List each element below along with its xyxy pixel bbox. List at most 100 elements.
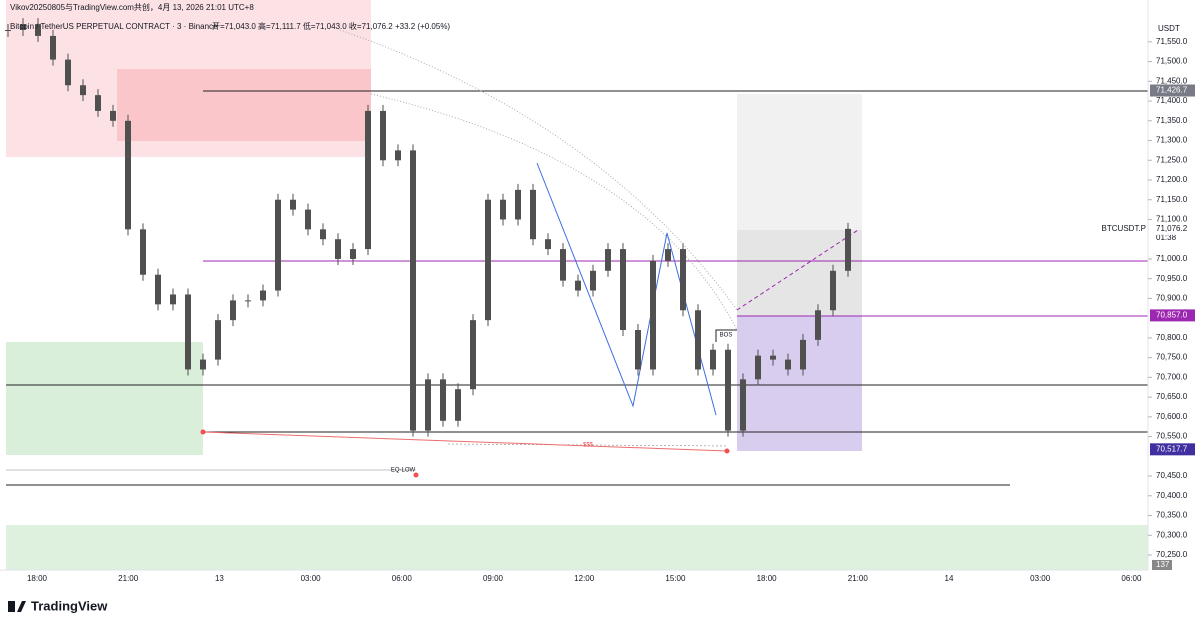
candle — [335, 239, 341, 259]
price-badge-label: 71,426.7 — [1156, 86, 1188, 95]
annotation: BOS — [720, 333, 733, 339]
candle — [710, 349, 716, 370]
candle — [260, 290, 266, 301]
candle — [170, 294, 176, 305]
candle — [845, 228, 851, 271]
candle — [620, 249, 626, 330]
y-tick-label: 70,350.0 — [1156, 511, 1188, 520]
x-tick-label: 12:00 — [574, 574, 595, 583]
price-badge — [1150, 222, 1195, 235]
candle — [350, 249, 356, 259]
y-tick-label: 70,800.0 — [1156, 333, 1188, 342]
x-tick-label: 18:00 — [757, 574, 778, 583]
logo[interactable]: TradingView — [8, 598, 108, 613]
candle — [560, 249, 566, 281]
demand-zone — [6, 342, 203, 455]
price-badge-label: 70,857.0 — [1156, 311, 1188, 320]
candle — [35, 24, 41, 36]
x-tick-label: 06:00 — [392, 574, 413, 583]
candle — [65, 59, 71, 86]
symbol-title: Bitcoin / TetherUS PERPETUAL CONTRACT · … — [10, 22, 218, 31]
price-badge-label: 70,517.7 — [1156, 444, 1188, 453]
candle — [470, 320, 476, 390]
y-tick-label: 70,950.0 — [1156, 274, 1188, 283]
supply-zone-inner — [117, 69, 371, 141]
candle — [290, 199, 296, 210]
candle — [680, 249, 686, 311]
candle — [380, 110, 386, 161]
y-tick-label: 70,250.0 — [1156, 550, 1188, 559]
annotation: $$$ — [583, 443, 594, 449]
candle — [770, 355, 776, 360]
candle — [665, 249, 671, 261]
volume-badge — [1152, 560, 1172, 570]
candle — [455, 389, 461, 421]
candle — [305, 209, 311, 230]
volume-label: 137 — [1156, 560, 1170, 569]
projection — [736, 229, 859, 311]
candle — [185, 294, 191, 370]
y-tick-label: 71,200.0 — [1156, 175, 1188, 184]
candle — [800, 339, 806, 370]
candle — [365, 110, 371, 250]
candle — [440, 379, 446, 421]
y-tick-label: 70,300.0 — [1156, 530, 1188, 539]
y-tick-label: 70,900.0 — [1156, 294, 1188, 303]
y-tick-label: 71,300.0 — [1156, 136, 1188, 145]
brand: TradingView — [31, 598, 108, 613]
x-tick-label: 14 — [945, 574, 954, 583]
anchor — [200, 429, 206, 435]
candle — [725, 349, 731, 431]
y-tick-label: 70,600.0 — [1156, 412, 1188, 421]
candle — [395, 150, 401, 161]
candle — [5, 30, 11, 31]
candle — [740, 379, 746, 431]
y-tick-label: 71,100.0 — [1156, 215, 1188, 224]
price-badge — [1150, 309, 1195, 322]
y-tick-label: 70,750.0 — [1156, 353, 1188, 362]
profit-box — [737, 230, 862, 316]
price-badge — [1150, 84, 1195, 97]
x-tick-label: 03:00 — [1030, 574, 1051, 583]
x-tick-label: 03:00 — [301, 574, 322, 583]
arc — [370, 93, 738, 331]
y-tick-label: 70,550.0 — [1156, 432, 1188, 441]
candle — [575, 280, 581, 291]
candle — [425, 379, 431, 431]
y-tick-label: 71,000.0 — [1156, 254, 1188, 263]
x-tick-label: 21:00 — [848, 574, 869, 583]
arc — [339, 29, 738, 311]
candle — [545, 239, 551, 250]
stop-box — [737, 316, 862, 451]
x-tick-label: 09:00 — [483, 574, 504, 583]
sss-line — [447, 443, 728, 447]
candle — [110, 110, 116, 121]
y-tick-label: 71,500.0 — [1156, 57, 1188, 66]
bos-line — [715, 329, 737, 342]
y-tick-label: 71,350.0 — [1156, 116, 1188, 125]
candle — [125, 120, 131, 230]
anchor — [724, 448, 730, 454]
candle — [485, 199, 491, 321]
candle — [590, 270, 596, 291]
logo-mark — [17, 601, 26, 612]
annotation: EQ-LOW — [391, 468, 416, 474]
candle — [815, 310, 821, 340]
x-tick-label: 13 — [215, 574, 224, 583]
candle — [530, 189, 536, 240]
candle — [500, 199, 506, 220]
candles — [5, 18, 851, 437]
candle — [410, 150, 416, 431]
candle — [80, 85, 86, 96]
price-badge — [1150, 443, 1195, 456]
countdown: 01:38 — [1156, 233, 1177, 242]
currency: USDT — [1158, 24, 1180, 33]
candle — [140, 229, 146, 275]
price-badge-label: 71,076.2 — [1156, 224, 1188, 233]
candle — [635, 330, 641, 370]
y-tick-label: 71,250.0 — [1156, 155, 1188, 164]
y-tick-label: 70,450.0 — [1156, 471, 1188, 480]
candle — [785, 359, 791, 370]
candle — [605, 249, 611, 271]
